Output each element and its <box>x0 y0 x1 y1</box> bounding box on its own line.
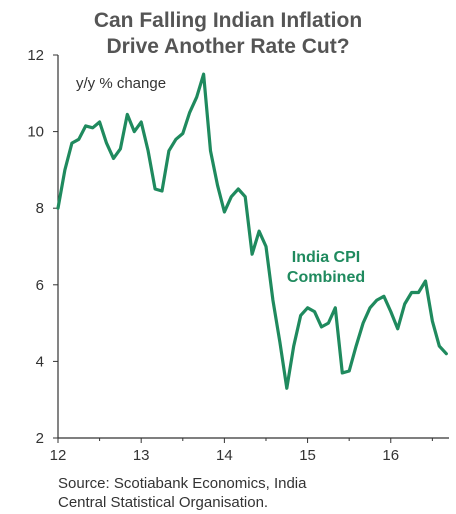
y-axis-ticks: 2 4 6 8 10 12 <box>27 47 58 447</box>
series-line-india-cpi <box>56 72 448 390</box>
source-line-2: Central Statistical Organisation. <box>58 494 269 511</box>
source-line-1: Source: Scotiabank Economics, India <box>58 475 307 492</box>
y-tick-label: 2 <box>36 430 44 447</box>
y-tick-label: 12 <box>27 47 44 64</box>
series-group <box>56 72 448 390</box>
y-tick-label: 8 <box>36 200 44 217</box>
x-tick-label: 16 <box>382 447 399 464</box>
y-tick-label: 6 <box>36 277 44 294</box>
x-tick-label: 12 <box>50 447 67 464</box>
y-axis-label: y/y % change <box>76 75 166 92</box>
chart-title-line-1: Can Falling Indian Inflation <box>93 9 363 32</box>
series-annotation-line-2: Combined <box>287 269 365 286</box>
x-axis-ticks: 12 13 14 15 16 <box>50 438 433 464</box>
chart-title-line-2: Drive Another Rate Cut? <box>106 35 350 58</box>
y-tick-label: 10 <box>27 124 44 141</box>
x-tick-label: 13 <box>133 447 150 464</box>
y-tick-label: 4 <box>36 353 44 370</box>
axes <box>57 55 449 439</box>
chart-title: Can Falling Indian Inflation Drive Anoth… <box>0 8 456 60</box>
series-annotation-line-1: India CPI <box>292 249 360 266</box>
source-note: Source: Scotiabank Economics, India Cent… <box>58 474 306 512</box>
x-tick-label: 15 <box>299 447 316 464</box>
x-tick-label: 14 <box>216 447 233 464</box>
